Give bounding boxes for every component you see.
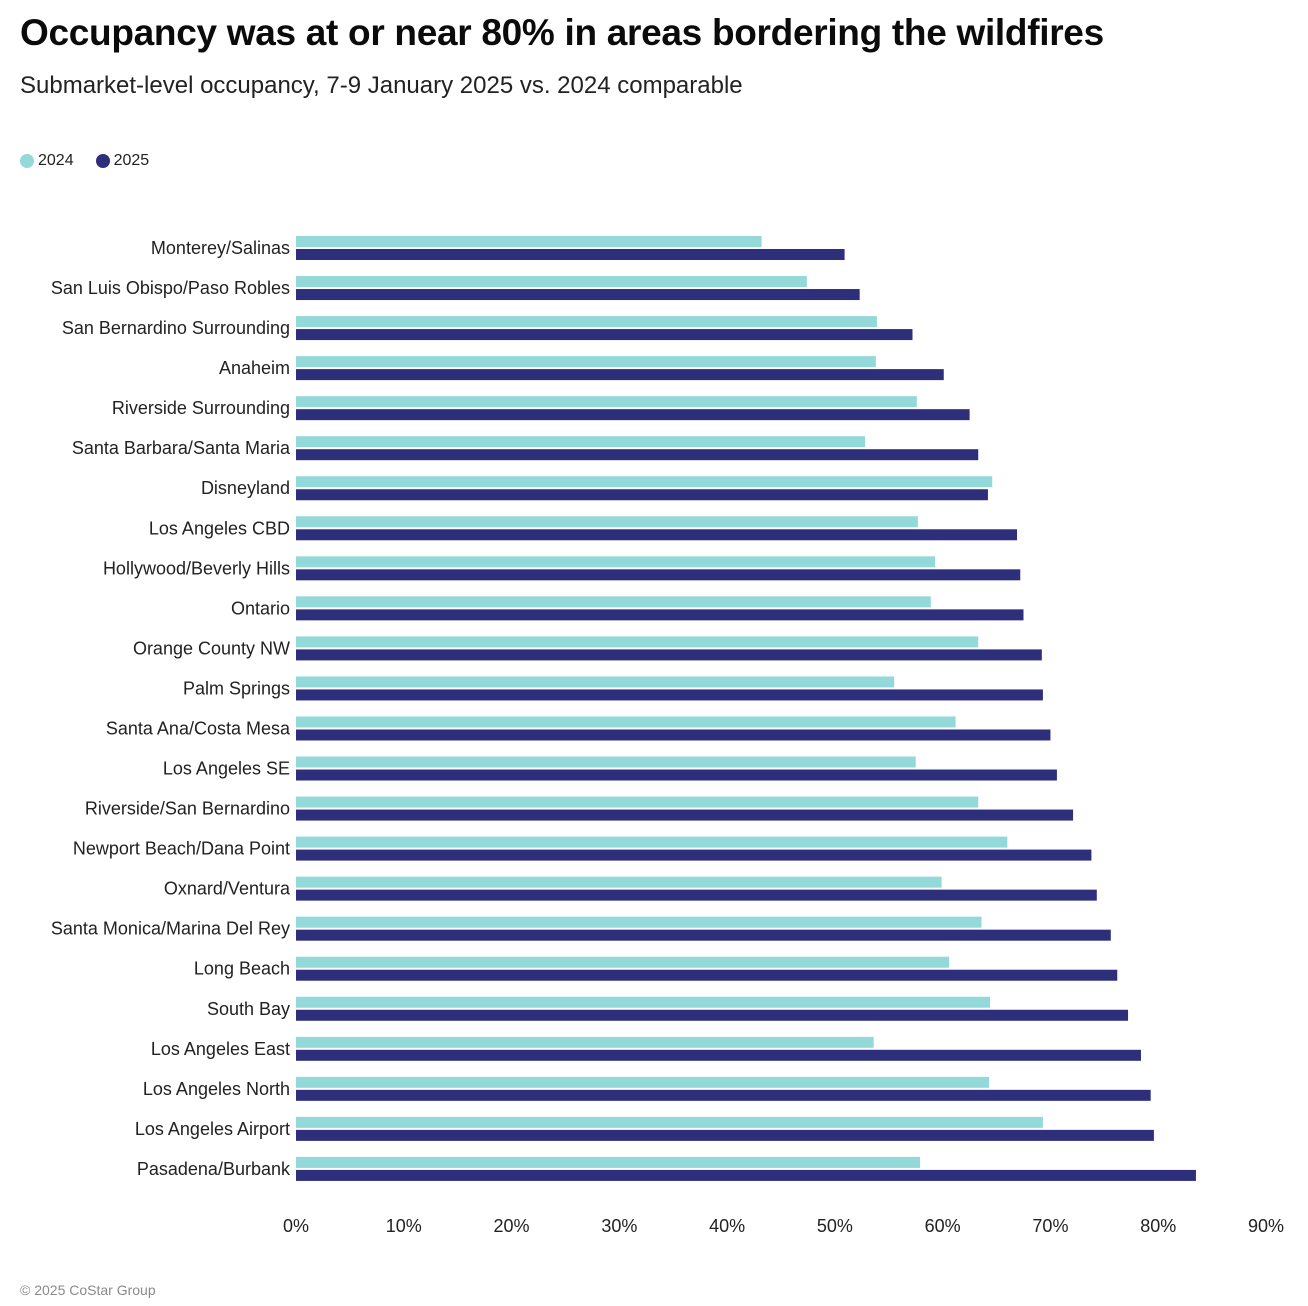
category-label: Riverside/San Bernardino [85, 799, 290, 819]
category-label: Monterey/Salinas [151, 238, 290, 258]
bar-2025 [296, 689, 1043, 701]
category-label: Newport Beach/Dana Point [73, 839, 290, 859]
legend-dot-2025 [95, 154, 110, 168]
legend-label-2024: 2024 [38, 152, 74, 169]
bar-2024 [296, 876, 942, 888]
bar-2024 [296, 956, 950, 968]
bar-2025 [296, 1049, 1141, 1061]
bar-2024 [296, 236, 762, 247]
x-tick-label: 70% [1032, 1216, 1068, 1236]
category-label: Palm Springs [183, 678, 290, 698]
category-label: Long Beach [194, 959, 290, 979]
bar-2025 [296, 569, 1021, 581]
category-label: Riverside Surrounding [112, 398, 290, 418]
category-label: Pasadena/Burbank [137, 1159, 291, 1179]
category-label: Hollywood/Beverly Hills [103, 558, 290, 578]
legend-item-2025: 2025 [95, 152, 150, 170]
category-label: Los Angeles North [143, 1079, 290, 1099]
bar-2024 [296, 796, 979, 808]
bar-2024 [296, 276, 807, 288]
bar-2025 [296, 929, 1111, 941]
category-label: Los Angeles SE [163, 759, 290, 779]
bar-2025 [296, 409, 970, 421]
bar-2024 [296, 996, 991, 1008]
legend-item-2024: 2024 [20, 152, 74, 170]
bar-2024 [296, 1076, 990, 1088]
bar-2024 [296, 356, 876, 368]
category-label: Disneyland [201, 478, 290, 498]
x-tick-label: 50% [817, 1216, 853, 1236]
category-label: San Luis Obispo/Paso Robles [51, 278, 290, 298]
bar-chart: Monterey/Salinas San Luis Obispo/Paso Rob… [51, 236, 1284, 1236]
bar-2024 [296, 836, 1008, 848]
legend: 2024 2025 [20, 152, 149, 170]
bar-2025 [296, 889, 1097, 901]
bar-2025 [296, 529, 1018, 541]
category-label: Santa Monica/Marina Del Rey [51, 919, 290, 939]
bar-2024 [296, 476, 993, 488]
bar-2024 [296, 596, 931, 608]
chart-title: Occupancy was at or near 80% in areas bo… [20, 12, 1104, 53]
bar-2025 [296, 449, 979, 461]
category-label: San Bernardino Surrounding [62, 318, 290, 338]
x-tick-label: 0% [283, 1216, 309, 1236]
bar-2025 [296, 729, 1051, 741]
bar-2024 [296, 396, 917, 408]
bar-2025 [296, 1089, 1151, 1101]
bar-2025 [296, 649, 1042, 661]
legend-dot-2024 [20, 154, 34, 168]
bar-2025 [296, 969, 1118, 981]
category-label: Los Angeles East [151, 1039, 290, 1059]
category-label: Los Angeles CBD [149, 518, 290, 538]
bar-2024 [296, 1036, 874, 1048]
chart-subtitle: Submarket-level occupancy, 7-9 January 2… [20, 72, 743, 99]
bar-2024 [296, 676, 895, 688]
category-label: Los Angeles Airport [135, 1119, 290, 1139]
bar-2024 [296, 756, 916, 768]
bar-2025 [296, 609, 1024, 621]
x-tick-label: 10% [386, 1216, 422, 1236]
copyright-footer: © 2025 CoStar Group [20, 1282, 156, 1298]
category-label: Santa Ana/Costa Mesa [106, 718, 291, 738]
category-label: Oxnard/Ventura [164, 879, 291, 899]
bar-2025 [296, 849, 1092, 861]
bar-2024 [296, 1156, 921, 1168]
bar-2025 [296, 1009, 1129, 1021]
x-tick-label: 80% [1140, 1216, 1176, 1236]
legend-label-2025: 2025 [113, 152, 150, 169]
bar-2024 [296, 916, 982, 928]
bar-2024 [296, 436, 866, 448]
bar-2025 [296, 809, 1074, 821]
x-tick-label: 40% [709, 1216, 745, 1236]
category-label: Orange County NW [133, 638, 290, 658]
x-tick-label: 30% [601, 1216, 637, 1236]
bar-2025 [296, 489, 988, 501]
bar-2025 [296, 769, 1057, 781]
bar-2025 [296, 1129, 1154, 1141]
bar-2024 [296, 1116, 1043, 1128]
category-label: Santa Barbara/Santa Maria [72, 438, 291, 458]
bar-2025 [296, 369, 944, 381]
x-tick-label: 20% [494, 1216, 530, 1236]
bar-2025 [296, 1169, 1196, 1181]
bar-2024 [296, 316, 877, 328]
bar-2025 [296, 289, 860, 301]
category-label: Anaheim [219, 358, 290, 378]
bar-2025 [296, 329, 913, 341]
x-tick-label: 90% [1248, 1216, 1284, 1236]
bar-2025 [296, 249, 845, 260]
bar-2024 [296, 516, 918, 528]
category-label: Ontario [231, 598, 290, 618]
bar-2024 [296, 556, 936, 568]
bar-2024 [296, 636, 979, 648]
category-label: South Bay [207, 999, 290, 1019]
bar-2024 [296, 716, 956, 728]
x-tick-label: 60% [925, 1216, 961, 1236]
